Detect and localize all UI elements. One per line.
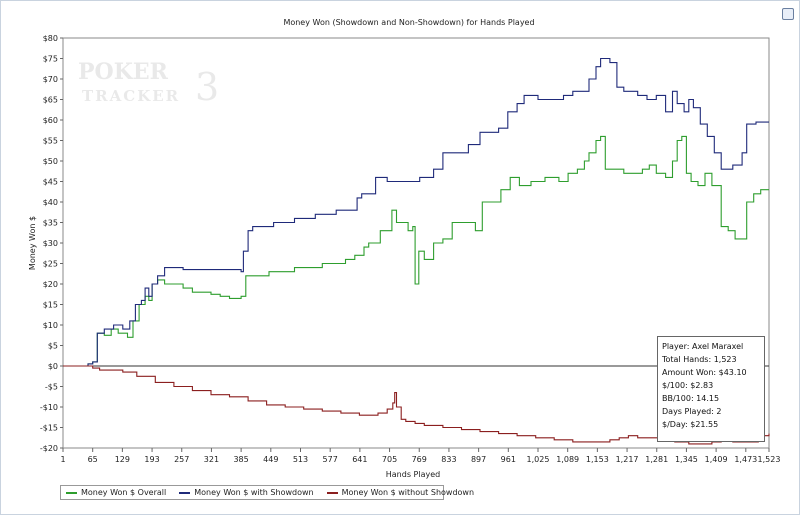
series-line-overall: [63, 135, 769, 367]
legend-swatch: [66, 491, 77, 494]
x-tick-label: 385: [233, 455, 248, 464]
y-tick-label: $75: [43, 55, 58, 64]
info-days-played: Days Played: 2: [662, 407, 722, 416]
y-tick-label: $40: [43, 198, 58, 207]
y-tick-label: $60: [43, 116, 58, 125]
legend-item-without-showdown[interactable]: Money Won $ without Showdown: [326, 488, 475, 497]
x-tick-label: 1,523: [758, 455, 781, 464]
y-tick-label: $30: [43, 239, 58, 248]
x-axis: 1 65 129 193 257 321 385 449 513 577 641 705 769 833 8…: [60, 448, 780, 464]
y-tick-label: $50: [43, 157, 58, 166]
y-tick-label: $45: [43, 178, 58, 187]
logo-word-tracker: TRACKER: [82, 87, 180, 105]
x-tick-label: 1,345: [675, 455, 698, 464]
legend-label: Money Won $ without Showdown: [341, 488, 475, 497]
x-tick-label: 449: [263, 455, 278, 464]
x-tick-label: 961: [501, 455, 516, 464]
x-tick-label: 897: [471, 455, 486, 464]
y-tick-label: -$15: [40, 424, 58, 433]
y-tick-label: -$5: [45, 383, 58, 392]
y-tick-label: $0: [48, 362, 58, 371]
x-tick-label: 513: [293, 455, 308, 464]
y-tick-label: $65: [43, 96, 58, 105]
info-bb-per-100: BB/100: 14.15: [662, 394, 720, 403]
poker-tracker-logo: POKER TRACKER 3: [78, 59, 219, 109]
y-tick-label: $20: [43, 280, 58, 289]
x-tick-label: 1,089: [556, 455, 579, 464]
player-stats-box: Player: Axel Maraxel Total Hands: 1,523 …: [657, 336, 765, 442]
y-tick-label: $10: [43, 321, 58, 330]
x-tick-label: 321: [204, 455, 219, 464]
y-tick-label: $70: [43, 75, 58, 84]
y-tick-label: $5: [48, 342, 58, 351]
legend: Money Won $ Overall Money Won $ with Sho…: [60, 485, 474, 500]
x-tick-label: 833: [441, 455, 456, 464]
x-tick-label: 641: [352, 455, 367, 464]
x-tick-label: 705: [382, 455, 397, 464]
x-tick-label: 1,409: [705, 455, 728, 464]
y-tick-label: $15: [43, 301, 58, 310]
y-axis: -$20 -$15 -$10 -$5 $0 $5 $10 $15 $20 $25 $30 $35 $40…: [40, 34, 63, 453]
x-tick-label: 1,473: [734, 455, 757, 464]
y-axis-label: Money Won $: [28, 216, 37, 270]
legend-label: Money Won $ Overall: [81, 488, 167, 497]
info-dollars-per-100: $/100: $2.83: [662, 381, 714, 390]
legend-item-overall[interactable]: Money Won $ Overall: [66, 488, 166, 497]
legend-item-with-showdown[interactable]: Money Won $ with Showdown: [179, 488, 314, 497]
logo-number: 3: [195, 65, 219, 109]
x-axis-label: Hands Played: [386, 470, 440, 479]
y-tick-label: $35: [43, 219, 58, 228]
legend-swatch: [326, 491, 338, 494]
x-tick-label: 1,153: [586, 455, 609, 464]
y-tick-label: -$20: [40, 444, 58, 453]
x-tick-label: 1,281: [645, 455, 668, 464]
chart-title: Money Won (Showdown and Non-Showdown) fo…: [283, 18, 534, 27]
legend-swatch: [179, 491, 191, 494]
x-tick-label: 65: [88, 455, 98, 464]
window-control-icon[interactable]: [782, 8, 794, 20]
legend-label: Money Won $ with Showdown: [194, 488, 314, 497]
y-tick-label: $55: [43, 137, 58, 146]
y-tick-label: -$10: [40, 403, 58, 412]
x-tick-label: 1,217: [616, 455, 639, 464]
y-tick-label: $25: [43, 260, 58, 269]
x-tick-label: 769: [412, 455, 427, 464]
x-tick-label: 193: [144, 455, 159, 464]
y-tick-label: $80: [43, 34, 58, 43]
x-tick-label: 1,025: [527, 455, 550, 464]
series-line-with-showdown: [63, 57, 769, 367]
info-total-hands: Total Hands: 1,523: [662, 355, 737, 364]
info-player: Player: Axel Maraxel: [662, 342, 744, 351]
info-amount-won: Amount Won: $43.10: [662, 368, 747, 377]
x-tick-label: 1: [60, 455, 65, 464]
x-tick-label: 577: [323, 455, 338, 464]
logo-word-poker: POKER: [78, 59, 169, 85]
x-tick-label: 129: [115, 455, 130, 464]
x-tick-label: 257: [174, 455, 189, 464]
info-dollars-per-day: $/Day: $21.55: [662, 420, 719, 429]
